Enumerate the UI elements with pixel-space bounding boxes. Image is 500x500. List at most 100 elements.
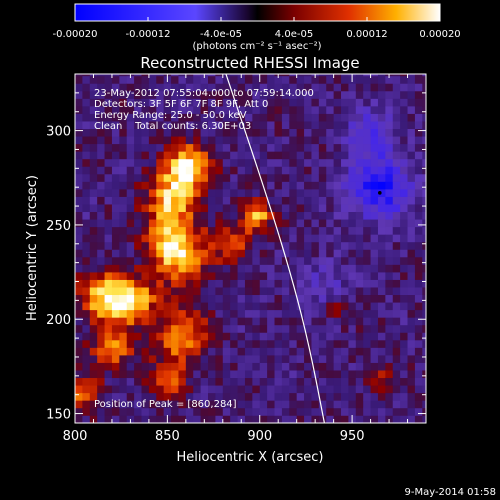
heatmap-cell bbox=[422, 75, 426, 84]
heatmap-cell bbox=[237, 400, 246, 409]
heatmap-cell bbox=[156, 83, 164, 92]
heatmap-cell bbox=[281, 370, 290, 379]
heatmap-cell bbox=[407, 264, 416, 273]
heatmap-cell bbox=[414, 249, 423, 258]
heatmap-cell bbox=[156, 392, 164, 401]
heatmap-cell bbox=[75, 385, 83, 394]
heatmap-cell bbox=[148, 74, 157, 77]
heatmap-cell bbox=[208, 272, 216, 280]
heatmap-cell bbox=[326, 302, 334, 311]
heatmap-cell bbox=[326, 151, 334, 160]
heatmap-cell bbox=[274, 309, 283, 318]
heatmap-cell bbox=[111, 189, 120, 197]
heatmap-cell bbox=[111, 98, 120, 107]
heatmap-cell bbox=[148, 75, 157, 84]
heatmap-cell bbox=[89, 158, 98, 167]
heatmap-cell bbox=[244, 241, 253, 250]
heatmap-cell bbox=[422, 272, 426, 280]
heatmap-cell bbox=[244, 355, 253, 363]
heatmap-cell bbox=[422, 309, 426, 318]
heatmap-cell bbox=[414, 287, 423, 296]
heatmap-cell bbox=[341, 370, 349, 379]
heatmap-cell bbox=[414, 415, 423, 423]
heatmap-cell bbox=[244, 211, 253, 220]
heatmap-cell bbox=[326, 113, 334, 122]
heatmap-cell bbox=[341, 75, 349, 84]
heatmap-cell bbox=[407, 189, 416, 197]
heatmap-cell bbox=[171, 83, 179, 92]
heatmap-cell bbox=[208, 136, 216, 145]
heatmap-cell bbox=[377, 294, 386, 303]
heatmap-cell bbox=[392, 415, 401, 423]
heatmap-cell bbox=[185, 385, 194, 394]
heatmap-cell bbox=[244, 173, 253, 182]
heatmap-cell bbox=[163, 272, 172, 280]
heatmap-cell bbox=[422, 415, 426, 423]
heatmap-cell bbox=[326, 128, 334, 137]
heatmap-cell bbox=[414, 347, 423, 356]
heatmap-cell bbox=[296, 98, 305, 107]
heatmap-cell bbox=[252, 75, 261, 84]
heatmap-cell bbox=[326, 83, 334, 92]
heatmap-cell bbox=[75, 113, 83, 122]
heatmap-cell bbox=[370, 74, 379, 77]
heatmap-cell bbox=[363, 189, 371, 197]
colorbar-tick-label: -4.0e-05 bbox=[200, 29, 242, 40]
heatmap-cell bbox=[237, 324, 246, 333]
heatmap-cell bbox=[422, 302, 426, 311]
heatmap-cell bbox=[215, 355, 224, 363]
heatmap-cell bbox=[304, 226, 312, 235]
heatmap-cell bbox=[82, 317, 91, 326]
heatmap-cell bbox=[237, 264, 246, 273]
heatmap-cell bbox=[385, 264, 394, 273]
heatmap-cell bbox=[311, 106, 320, 114]
heatmap-cell bbox=[252, 113, 261, 122]
heatmap-cell bbox=[414, 377, 423, 386]
heatmap-cell bbox=[237, 355, 246, 363]
heatmap-cell bbox=[370, 347, 379, 356]
heatmap-cell bbox=[259, 400, 268, 409]
heatmap-cell bbox=[237, 279, 246, 288]
heatmap-cell bbox=[377, 415, 386, 423]
heatmap-cell bbox=[156, 75, 164, 84]
heatmap-cell bbox=[163, 158, 172, 167]
heatmap-cell bbox=[281, 226, 290, 235]
heatmap-cell bbox=[392, 264, 401, 273]
heatmap-cell bbox=[148, 106, 157, 114]
heatmap-cell bbox=[141, 385, 150, 394]
heatmap-cell bbox=[296, 143, 305, 152]
heatmap-cell bbox=[252, 226, 261, 235]
heatmap-cell bbox=[414, 75, 423, 84]
heatmap-cell bbox=[414, 151, 423, 160]
heatmap-cell bbox=[326, 407, 334, 416]
heatmap-cell bbox=[422, 241, 426, 250]
heatmap-cell bbox=[134, 241, 142, 250]
heatmap-cell bbox=[311, 332, 320, 341]
heatmap-cell bbox=[422, 136, 426, 145]
heatmap-cell bbox=[104, 272, 113, 280]
heatmap-cell bbox=[230, 302, 238, 311]
heatmap-cell bbox=[193, 234, 201, 243]
heatmap-cell bbox=[134, 181, 142, 190]
heatmap-cell bbox=[259, 113, 268, 122]
heatmap-cell bbox=[304, 287, 312, 296]
heatmap-cell bbox=[126, 166, 135, 175]
heatmap-cell bbox=[392, 136, 401, 145]
heatmap-cell bbox=[259, 370, 268, 379]
heatmap-cell bbox=[230, 196, 238, 205]
heatmap-cell bbox=[171, 332, 179, 341]
heatmap-cell bbox=[377, 355, 386, 363]
heatmap-cell bbox=[178, 158, 187, 167]
heatmap-cell bbox=[215, 249, 224, 258]
heatmap-cell bbox=[304, 302, 312, 311]
heatmap-cell bbox=[318, 181, 327, 190]
heatmap-cell bbox=[97, 317, 105, 326]
heatmap-cell bbox=[333, 98, 342, 107]
heatmap-cell bbox=[111, 324, 120, 333]
heatmap-cell bbox=[274, 407, 283, 416]
heatmap-cell bbox=[230, 74, 238, 77]
heatmap-cell bbox=[274, 249, 283, 258]
heatmap-cell bbox=[244, 90, 253, 99]
heatmap-cell bbox=[111, 249, 120, 258]
heatmap-cell bbox=[348, 347, 357, 356]
